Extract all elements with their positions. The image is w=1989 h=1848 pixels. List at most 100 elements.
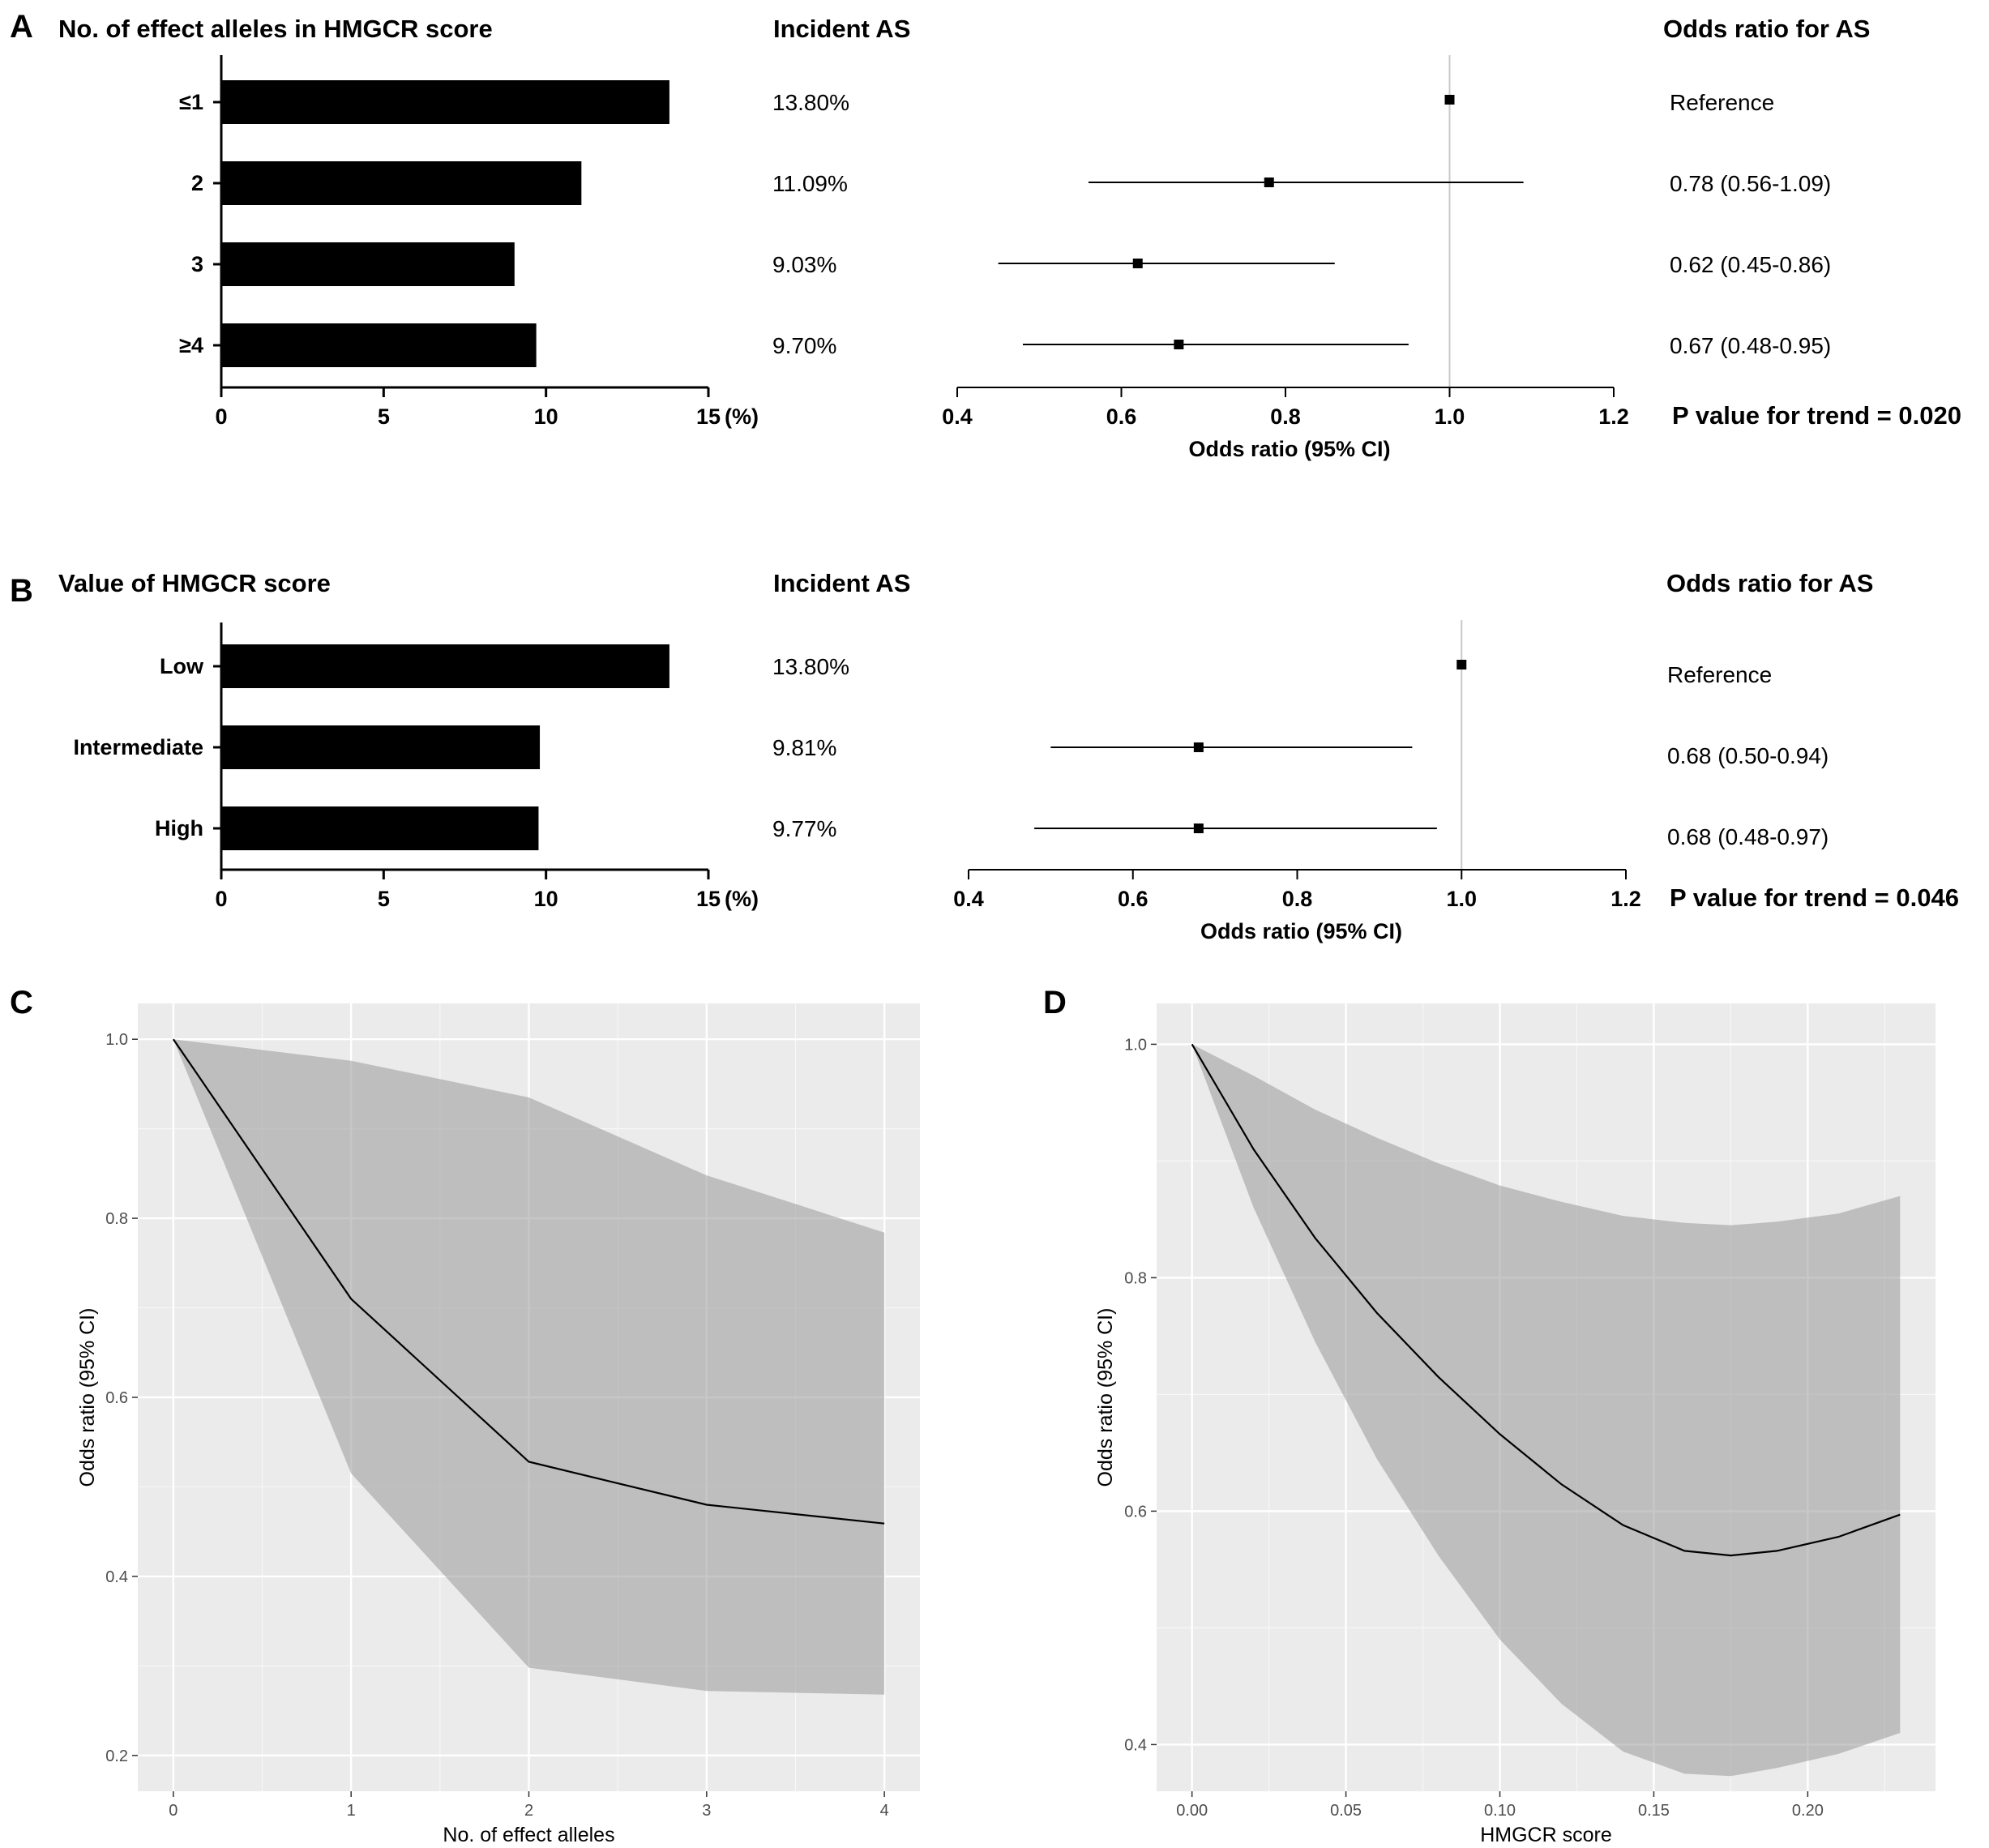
bar bbox=[221, 242, 515, 286]
or-value-label: 0.67 (0.48-0.95) bbox=[1670, 333, 1831, 358]
x-tick-label: 0.8 bbox=[1270, 404, 1301, 429]
x-tick-label: 5 bbox=[378, 404, 390, 429]
x-tick-label: 0.8 bbox=[1282, 887, 1313, 911]
x-tick-label: 0.20 bbox=[1792, 1802, 1824, 1820]
x-tick-label: 2 bbox=[524, 1802, 533, 1820]
x-tick-label: 0 bbox=[215, 887, 227, 911]
p-trend-label: P value for trend = 0.046 bbox=[1670, 883, 1959, 912]
point-estimate bbox=[1193, 823, 1204, 833]
panel-letter-a: A bbox=[10, 9, 33, 45]
x-tick-label: 15 bbox=[696, 887, 721, 911]
x-tick-label: 0.6 bbox=[1118, 887, 1148, 911]
category-label: ≥4 bbox=[179, 333, 203, 357]
x-tick-label: 5 bbox=[378, 887, 390, 911]
y-tick-label: 1.0 bbox=[105, 1031, 128, 1049]
x-axis-title: Odds ratio (95% CI) bbox=[1200, 919, 1402, 943]
panel-a-bar-chart: No. of effect alleles in HMGCR score Inci… bbox=[58, 15, 910, 429]
x-axis-title: Odds ratio (95% CI) bbox=[1188, 437, 1390, 461]
x-tick-label: 0.15 bbox=[1638, 1802, 1670, 1820]
y-tick-label: 1.0 bbox=[1124, 1036, 1147, 1054]
y-tick-label: 0.6 bbox=[1124, 1503, 1147, 1521]
confidence-band bbox=[1191, 1044, 1901, 1777]
bar-chart-title: No. of effect alleles in HMGCR score bbox=[58, 15, 493, 43]
x-tick-label: 1.2 bbox=[1598, 404, 1629, 429]
x-tick-label: 4 bbox=[880, 1802, 889, 1820]
panel-d-dose-response-plot: 0.00 0.05 0.10 0.15 0.20 0.4 0.6 0.8 1.0 HMGCR sc… bbox=[1094, 1003, 1936, 1846]
x-tick-label: 1 bbox=[347, 1802, 356, 1820]
p-trend-label: P value for trend = 0.020 bbox=[1672, 401, 1961, 430]
point-estimate bbox=[1193, 742, 1204, 752]
confidence-band bbox=[173, 1039, 885, 1695]
y-axis-title: Odds ratio (95% CI) bbox=[1094, 1308, 1117, 1487]
bar bbox=[221, 644, 669, 688]
category-label: Low bbox=[160, 654, 204, 678]
or-value-label: Reference bbox=[1670, 90, 1774, 115]
x-tick-label: 3 bbox=[702, 1802, 711, 1820]
y-tick-label: 0.4 bbox=[105, 1568, 128, 1586]
x-tick-label: 0.6 bbox=[1106, 404, 1137, 429]
bar bbox=[221, 806, 539, 850]
panel-c-dose-response-plot: 0 1 2 3 4 0.2 0.4 0.6 0.8 1.0 No. of effect allele… bbox=[76, 1003, 920, 1846]
x-tick-label: 0 bbox=[169, 1802, 178, 1820]
category-label: Intermediate bbox=[73, 735, 203, 759]
or-column-header: Odds ratio for AS bbox=[1666, 569, 1873, 597]
x-tick-label: 0.4 bbox=[953, 887, 984, 911]
y-tick-label: 0.4 bbox=[1124, 1736, 1147, 1754]
x-tick-label: 0.10 bbox=[1484, 1802, 1516, 1820]
or-column-header: Odds ratio for AS bbox=[1663, 15, 1870, 43]
panel-a-forest-plot: Odds ratio for AS Reference 0.78 (0.56-1.0… bbox=[942, 15, 1961, 461]
y-axis-title: Odds ratio (95% CI) bbox=[76, 1308, 99, 1487]
panel-letter-d: D bbox=[1043, 985, 1067, 1020]
or-value-label: 0.68 (0.50-0.94) bbox=[1667, 743, 1829, 768]
category-label: High bbox=[155, 816, 203, 841]
x-tick-label: 10 bbox=[534, 404, 558, 429]
point-estimate bbox=[1444, 95, 1455, 105]
x-unit-label: (%) bbox=[725, 404, 759, 429]
x-tick-label: 1.0 bbox=[1435, 404, 1465, 429]
incident-value-label: 13.80% bbox=[772, 90, 849, 115]
point-estimate bbox=[1264, 178, 1274, 187]
or-value-label: 0.68 (0.48-0.97) bbox=[1667, 824, 1829, 849]
x-tick-label: 15 bbox=[696, 404, 721, 429]
x-tick-label: 1.2 bbox=[1610, 887, 1641, 911]
x-axis-title: No. of effect alleles bbox=[443, 1824, 614, 1846]
panel-letter-c: C bbox=[10, 985, 33, 1020]
incident-value-label: 9.03% bbox=[772, 252, 836, 277]
incident-value-label: 9.77% bbox=[772, 816, 836, 841]
x-tick-label: 1.0 bbox=[1446, 887, 1477, 911]
y-tick-label: 0.6 bbox=[105, 1389, 128, 1407]
or-value-label: 0.78 (0.56-1.09) bbox=[1670, 171, 1831, 196]
or-value-label: Reference bbox=[1667, 662, 1772, 687]
panel-b-forest-plot: Odds ratio for AS Reference 0.68 (0.50-0.9… bbox=[953, 569, 1959, 943]
incident-value-label: 11.09% bbox=[772, 171, 848, 196]
x-tick-label: 0.4 bbox=[942, 404, 973, 429]
y-tick-label: 0.8 bbox=[1124, 1269, 1147, 1287]
point-estimate bbox=[1132, 259, 1143, 268]
or-value-label: 0.62 (0.45-0.86) bbox=[1670, 252, 1831, 277]
x-tick-label: 0.05 bbox=[1330, 1802, 1362, 1820]
incident-value-label: 9.81% bbox=[772, 735, 836, 760]
estimate-line bbox=[172, 1038, 885, 1525]
x-axis-title: HMGCR score bbox=[1480, 1824, 1612, 1846]
value-column-header: Incident AS bbox=[773, 15, 910, 43]
bar-chart-title: Value of HMGCR score bbox=[58, 569, 331, 597]
category-label: 3 bbox=[191, 252, 203, 276]
y-tick-label: 0.2 bbox=[105, 1747, 128, 1765]
bar bbox=[221, 323, 537, 367]
incident-value-label: 9.70% bbox=[772, 333, 836, 358]
bar bbox=[221, 80, 669, 124]
point-estimate bbox=[1456, 660, 1467, 669]
x-tick-label: 0.00 bbox=[1176, 1802, 1208, 1820]
x-tick-label: 10 bbox=[534, 887, 558, 911]
estimate-line bbox=[1191, 1043, 1901, 1557]
category-label: 2 bbox=[191, 171, 203, 195]
category-label: ≤1 bbox=[179, 90, 203, 114]
panel-b-bar-chart: Value of HMGCR score Incident AS Low 13.80%… bbox=[58, 569, 910, 911]
point-estimate bbox=[1174, 340, 1184, 349]
bar bbox=[221, 161, 582, 205]
x-tick-label: 0 bbox=[215, 404, 227, 429]
x-unit-label: (%) bbox=[725, 887, 759, 911]
incident-value-label: 13.80% bbox=[772, 654, 849, 679]
panel-letter-b: B bbox=[10, 573, 33, 609]
